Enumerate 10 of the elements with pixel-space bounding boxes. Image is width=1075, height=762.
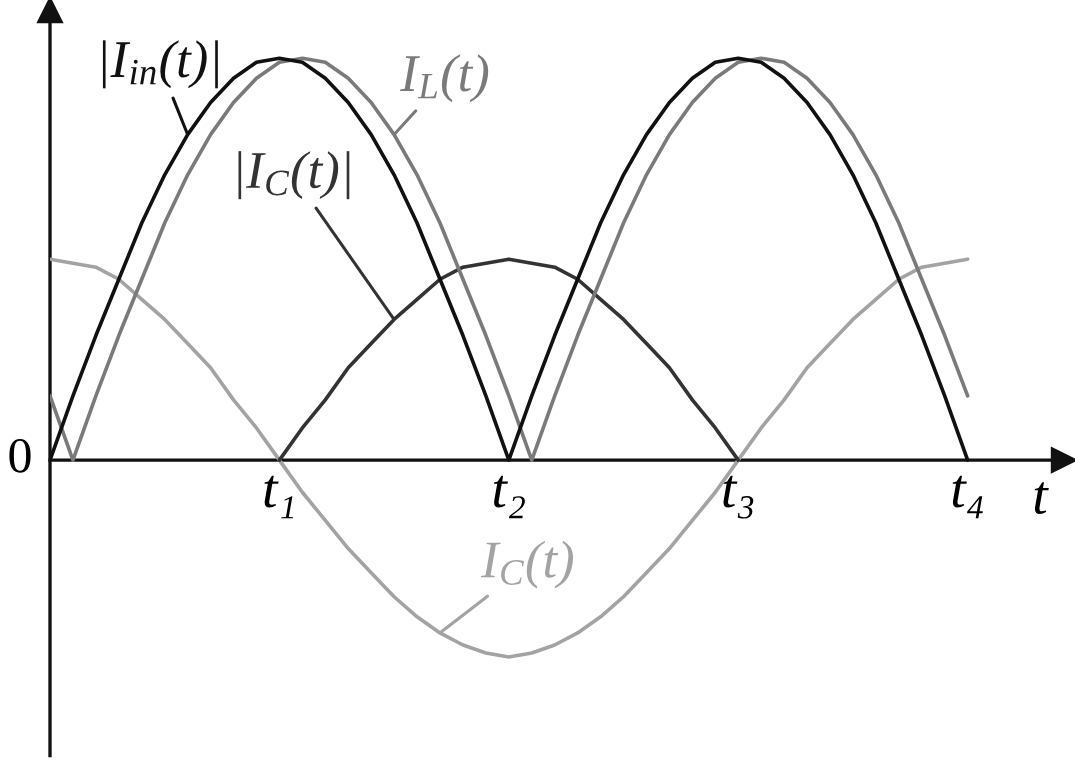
text: 0 [9, 438, 31, 473]
series-label: |I$_{in}$(t)| [102, 40, 218, 89]
x-tick-label: t₄ [952, 475, 983, 519]
series-label: I$_{L}$(t) [400, 54, 489, 103]
series-label: I$_{C}$(t) [480, 540, 574, 589]
x-tick-label: t₃ [723, 475, 754, 519]
x-tick-label: t₁ [264, 475, 294, 519]
x-tick-label: t₂ [493, 475, 525, 519]
x-axis-title: t [1034, 482, 1049, 515]
text: |I$_{C}$(t)| [238, 151, 350, 200]
